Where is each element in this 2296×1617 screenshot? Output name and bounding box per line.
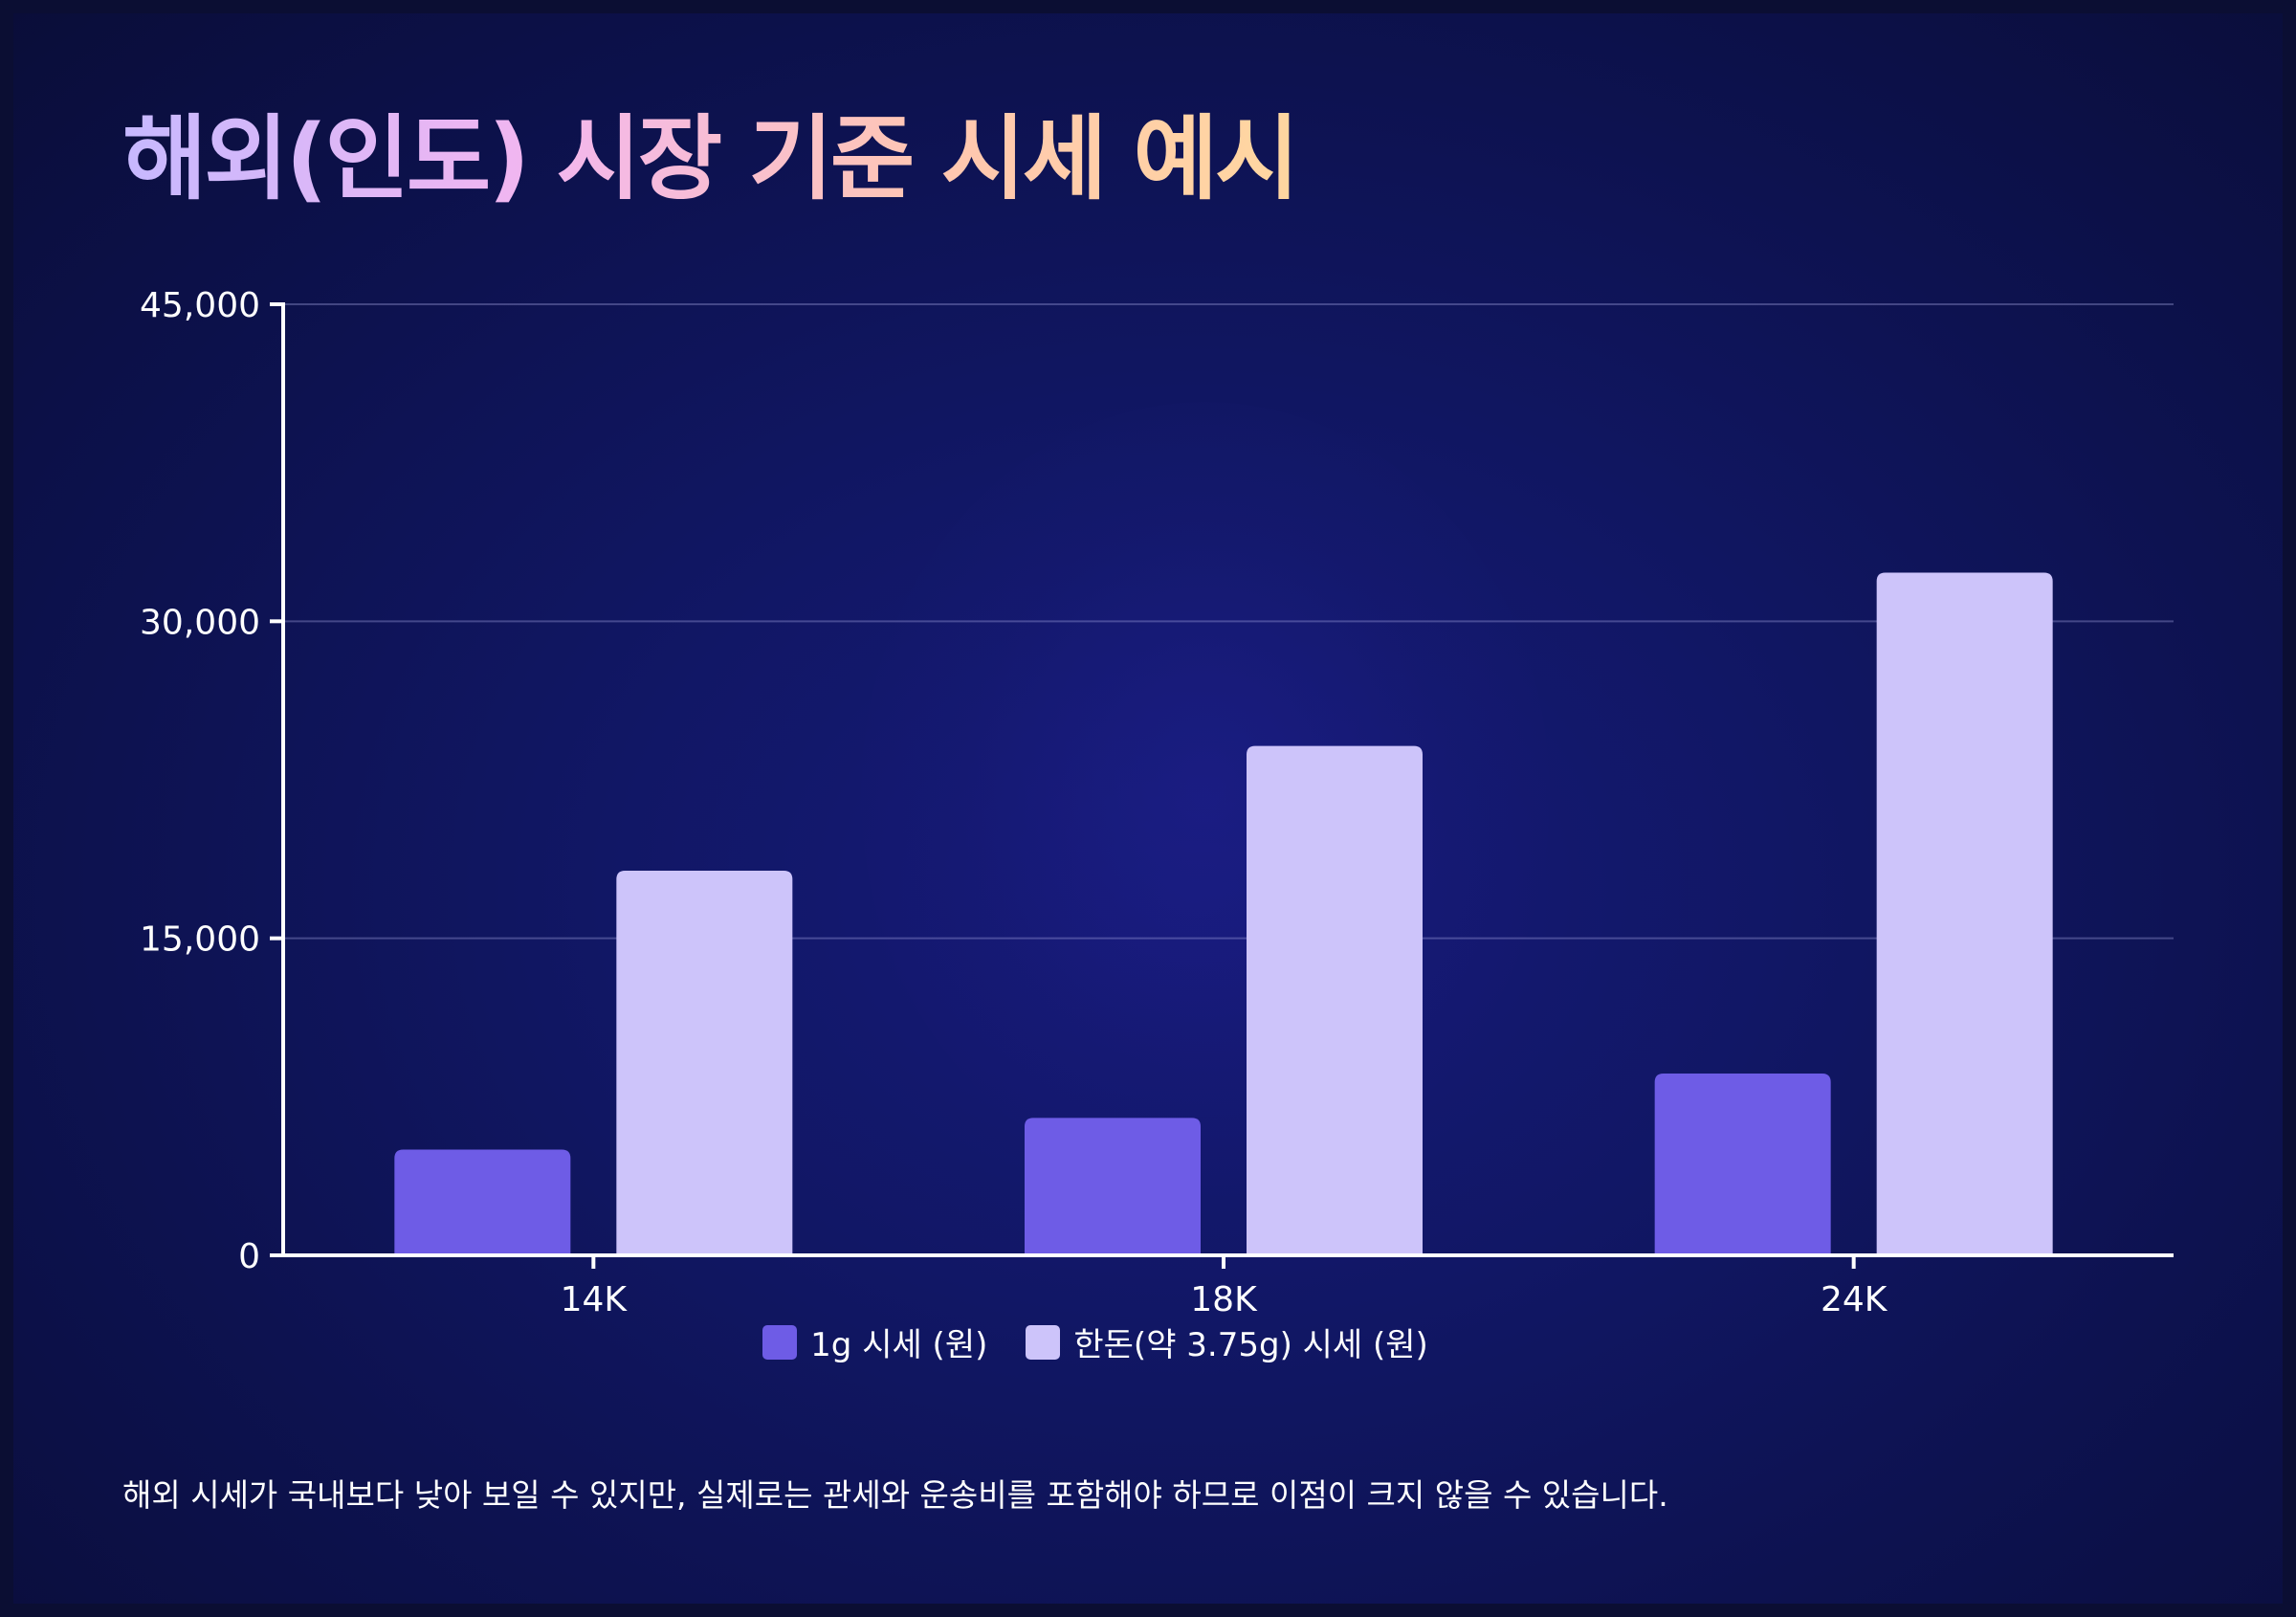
legend-item-handon: 한돈(약 3.75g) 시세 (원) (1026, 1318, 1428, 1365)
bar-handon-24K (1876, 572, 2053, 1255)
x-tick-label: 18K (1190, 1280, 1258, 1319)
y-tick-label: 30,000 (140, 603, 260, 642)
bar-handon-18K (1247, 745, 1423, 1255)
legend-label-handon: 한돈(약 3.75g) 시세 (원) (1073, 1326, 1428, 1364)
y-tick-label: 45,000 (140, 286, 260, 325)
y-tick-label: 0 (238, 1237, 260, 1276)
bar-1g-24K (1654, 1074, 1831, 1255)
background-glow (861, 402, 1550, 1186)
y-tick-label: 15,000 (140, 920, 260, 960)
legend-swatch-handon (1026, 1324, 1061, 1360)
bar-1g-14K (394, 1149, 571, 1255)
footnote: 해외 시세가 국내보다 낮아 보일 수 있지만, 실제로는 관세와 운송비를 포… (122, 1476, 1668, 1514)
chart-legend: 1g 시세 (원) 한돈(약 3.75g) 시세 (원) (0, 1318, 2191, 1365)
legend-swatch-1g (762, 1324, 798, 1360)
legend-label-1g: 1g 시세 (원) (810, 1326, 988, 1364)
x-tick-label: 14K (561, 1280, 629, 1319)
x-tick-label: 24K (1821, 1280, 1888, 1319)
legend-item-1g: 1g 시세 (원) (762, 1318, 987, 1365)
bar-handon-14K (616, 870, 793, 1255)
page-title: 해외(인도) 시장 기준 시세 예시 (122, 84, 1299, 217)
bar-1g-18K (1025, 1118, 1201, 1255)
